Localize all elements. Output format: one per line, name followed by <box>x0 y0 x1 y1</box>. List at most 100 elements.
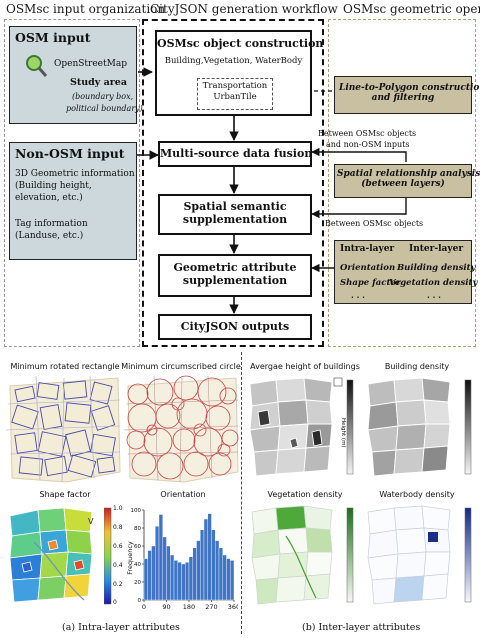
histogram-bar <box>215 540 220 601</box>
magnifier-icon <box>26 55 48 77</box>
op-spatial-relationship: Spatial relationship analysis (between l… <box>334 164 480 198</box>
non-osm-line-5: (Landuse, etc.) <box>15 231 84 241</box>
step-semantic-line-1: Spatial semantic <box>183 200 287 213</box>
subbox-transportation: Transportation <box>202 81 268 91</box>
study-area-note-2: political boundary) <box>66 104 143 113</box>
y-tick-label: 40 <box>134 562 141 568</box>
header-input-organization: OSMsc input organization <box>6 2 166 16</box>
osm-input-box: OSM input OpenStreetMap Study area (boun… <box>9 26 143 124</box>
arrow-op2-to-step2 <box>311 147 407 162</box>
step-data-fusion: Multi-source data fusion <box>158 141 312 167</box>
op-line-to-polygon-line-1: Line-to-Polygon construction <box>339 83 480 93</box>
shape-tick: 0.2 <box>113 581 123 588</box>
intra-layer-title: Intra-layer <box>340 244 395 254</box>
non-osm-input-title: Non-OSM input <box>15 146 125 161</box>
shape-tick: 0.4 <box>113 562 123 569</box>
svg-text:V: V <box>88 517 94 526</box>
histogram-bar <box>151 545 156 601</box>
y-tick-label: 100 <box>131 508 142 514</box>
colorbar-vegetation-density <box>346 507 354 603</box>
histogram-ticks: 0 90 180 270 360 0 20 40 60 80 100 <box>131 508 239 611</box>
op-line-to-polygon-line-2: and filtering <box>371 93 435 103</box>
panel-title-orientation: Orientation <box>160 490 206 499</box>
operation-column-frame <box>328 19 476 347</box>
step-cityjson-outputs: CityJSON outputs <box>158 314 312 340</box>
header-generation-workflow: CityJSON generation workflow <box>150 2 338 16</box>
non-osm-line-1: 3D Geometric information <box>15 169 135 179</box>
subbox-urbantile: UrbanTile <box>213 92 257 102</box>
height-unit-label: Height (m) <box>340 418 346 448</box>
histogram-bar <box>218 547 223 601</box>
histogram-bar <box>170 554 175 601</box>
non-osm-line-3: elevation, etc.) <box>15 193 83 203</box>
histogram-bar <box>173 560 178 601</box>
map-min-rotated-rectangle <box>6 375 121 483</box>
panel-title-min-circle: Minimum circumscribed circle <box>121 362 241 371</box>
shape-tick: 0 <box>113 599 117 606</box>
x-tick-label: 360 <box>228 603 238 611</box>
study-area-note-1: (boundary box, <box>72 92 134 101</box>
histogram-bar <box>158 514 163 601</box>
op-spatial-line-2: (between layers) <box>361 179 445 189</box>
step-geometric-line-1: Geometric attribute <box>173 261 297 274</box>
histogram-bar <box>181 563 186 601</box>
panel-title-shape-factor: Shape factor <box>39 490 91 499</box>
step-geometric-supplementation: Geometric attribute supplementation <box>158 254 312 297</box>
caption-inter-layer: (b) Inter-layer attributes <box>302 622 421 633</box>
inter-item-more: · · · <box>427 292 441 302</box>
step-object-construction: OSMsc object construction Building,Veget… <box>155 30 324 116</box>
panel-title-vegetation-density: Vegetation density <box>267 490 343 499</box>
histogram-bar <box>177 562 182 601</box>
colorbar-waterbody-density <box>464 507 472 603</box>
arrow-op2-to-step3 <box>311 197 407 219</box>
histogram-bar <box>147 550 152 601</box>
inter-item-vegetation-density: Vegetation density <box>389 278 478 288</box>
histogram-bar <box>143 558 148 601</box>
panel-separator <box>241 352 242 634</box>
osm-source-label: OpenStreetMap <box>54 59 127 69</box>
x-tick-label: 270 <box>205 603 217 611</box>
colorbar-building-density <box>464 379 472 475</box>
intra-item-more: · · · <box>351 292 365 302</box>
histogram-ylabel: Frequency <box>126 541 134 575</box>
osm-input-title: OSM input <box>15 30 91 45</box>
histogram-bar <box>188 556 193 601</box>
step-semantic-line-2: supplementation <box>182 213 288 226</box>
step-object-subbox: Transportation UrbanTile <box>197 78 273 110</box>
non-osm-line-2: (Building height, <box>15 181 92 191</box>
histogram-bar <box>226 558 231 601</box>
workflow-column-frame <box>142 19 324 347</box>
histogram-bar <box>185 562 190 601</box>
non-osm-line-4: Tag information <box>15 219 88 229</box>
histogram-bar <box>222 554 227 601</box>
y-tick-label: 20 <box>134 580 141 586</box>
map-min-circumscribed-circle <box>124 375 239 483</box>
flow-arrows <box>136 67 407 314</box>
panel-title-waterbody-density: Waterbody density <box>379 490 455 499</box>
x-tick-label: 90 <box>162 603 170 611</box>
map-building-density <box>367 377 451 477</box>
map-waterbody-density <box>367 505 451 605</box>
histogram-bar <box>192 547 197 601</box>
between-label-1a: Between OSMsc objects <box>318 129 417 138</box>
shape-tick: 0.8 <box>113 524 123 531</box>
step-object-list: Building,Vegetation, WaterBody <box>164 56 303 66</box>
shape-tick: 1.0 <box>113 505 123 512</box>
intra-item-shape-factor: Shape factor <box>340 278 401 288</box>
inter-layer-title: Inter-layer <box>409 244 464 254</box>
map-shape-factor: V <box>9 507 94 603</box>
y-tick-label: 60 <box>134 544 141 550</box>
orientation-histogram: 0 90 180 270 360 0 20 40 60 80 100 Frequency <box>126 508 239 611</box>
step-object-construction-title: OSMsc object construction <box>157 37 324 50</box>
inter-item-building-density: Building density <box>397 263 476 273</box>
x-tick-label: 0 <box>142 603 146 611</box>
map-vegetation-density <box>251 505 333 605</box>
shape-tick: 0.6 <box>113 543 123 550</box>
histogram-bar <box>166 545 171 601</box>
histogram-bar <box>230 560 235 601</box>
colorbar-shape-factor <box>104 507 112 605</box>
histogram-bars <box>143 513 235 601</box>
op-line-to-polygon: Line-to-Polygon construction and filteri… <box>334 76 480 114</box>
histogram-bar <box>200 529 205 601</box>
histogram-bar <box>207 513 212 601</box>
